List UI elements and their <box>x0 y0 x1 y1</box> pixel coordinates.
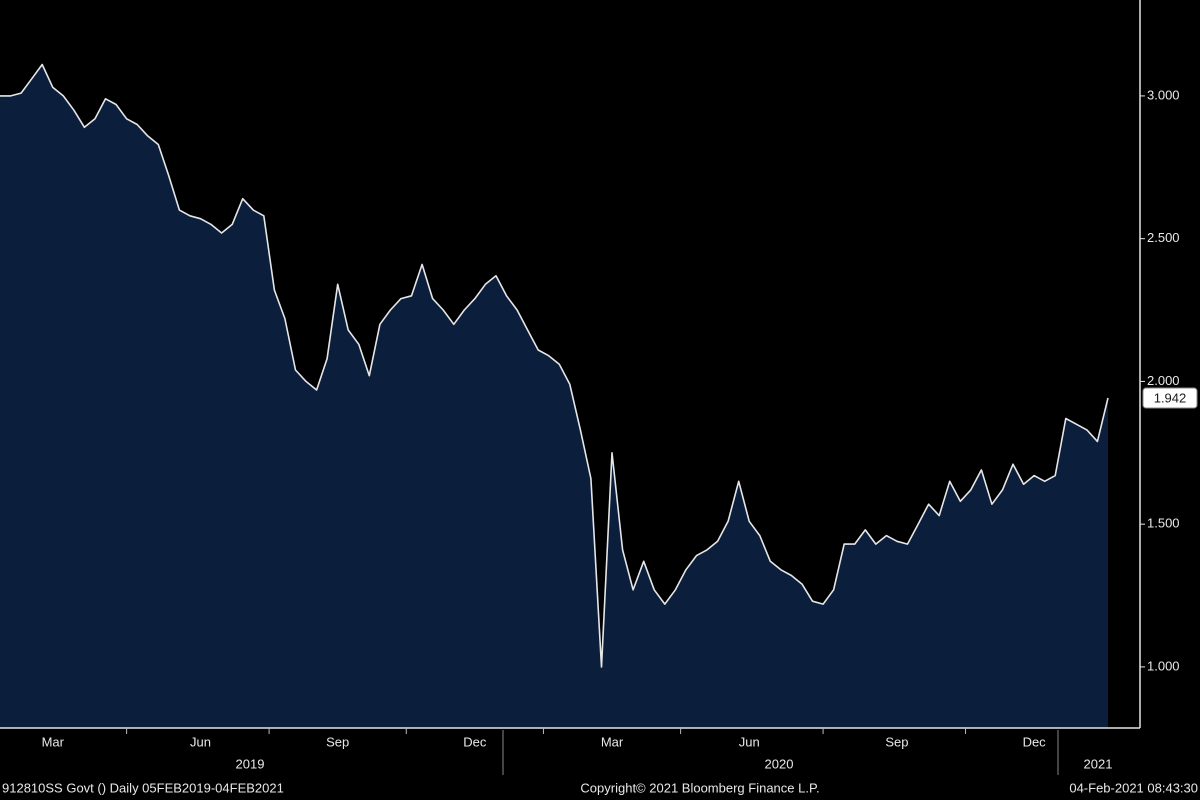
x-tick-label: Mar <box>42 734 65 749</box>
area <box>0 64 1108 728</box>
last-value-box <box>1142 387 1198 409</box>
y-tick-label: 1.000 <box>1147 658 1180 673</box>
footer-left: 912810SS Govt () Daily 05FEB2019-04FEB20… <box>2 780 284 795</box>
x-tick-label: Dec <box>1023 734 1047 749</box>
y-tick-label: 2.500 <box>1147 230 1180 245</box>
y-tick-label: 1.500 <box>1147 516 1180 531</box>
year-label: 2020 <box>765 756 794 771</box>
footer-center: Copyright© 2021 Bloomberg Finance L.P. <box>580 780 819 795</box>
x-tick-label: Dec <box>463 734 487 749</box>
x-tick-label: Mar <box>601 734 624 749</box>
x-tick-label: Sep <box>885 734 908 749</box>
year-label: 2019 <box>236 756 265 771</box>
footer-right: 04-Feb-2021 08:43:30 <box>1069 780 1198 795</box>
year-label: 2021 <box>1084 756 1113 771</box>
x-tick-label: Jun <box>190 734 211 749</box>
line <box>0 63 1109 668</box>
last-value-label: 1.942 <box>1154 390 1187 405</box>
y-tick-label: 2.000 <box>1147 373 1180 388</box>
x-tick-label: Jun <box>739 734 760 749</box>
y-tick-label: 3.000 <box>1147 87 1180 102</box>
x-tick-label: Sep <box>326 734 349 749</box>
